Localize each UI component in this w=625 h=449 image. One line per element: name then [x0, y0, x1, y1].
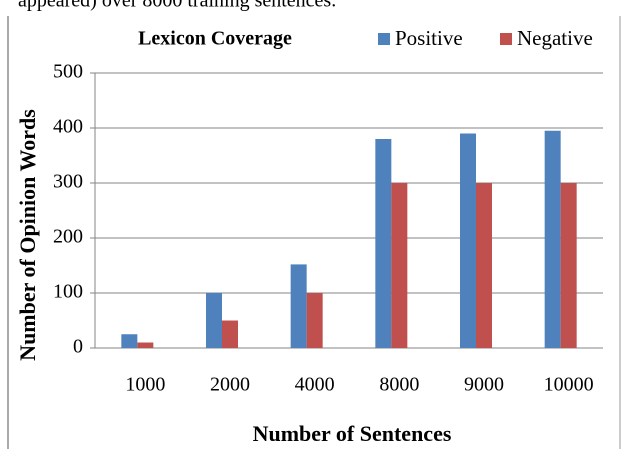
y-tick-label: 400 [53, 116, 83, 138]
caption: appeared) over 8000 training sentences. [18, 0, 336, 12]
x-tick-label: 8000 [379, 374, 419, 396]
bar [560, 183, 577, 348]
bar [222, 320, 238, 348]
y-tick-label: 100 [53, 281, 83, 303]
x-tick-label: 1000 [125, 374, 165, 396]
x-tick-label: 9000 [464, 374, 504, 396]
x-tick-label: 4000 [295, 374, 335, 396]
bar [290, 264, 307, 348]
chart-title: Lexicon Coverage [138, 28, 292, 50]
bar [460, 133, 476, 348]
y-tick-label: 500 [53, 61, 83, 83]
y-axis-label: Number of Opinion Words [15, 109, 40, 361]
bar [476, 183, 492, 348]
legend-label: Negative [517, 26, 593, 50]
legend-label: Positive [395, 26, 463, 50]
bar [306, 293, 323, 348]
legend-swatch [500, 33, 512, 45]
bar [121, 334, 138, 348]
x-tick-label: 2000 [210, 374, 250, 396]
bar [544, 130, 561, 348]
y-tick-label: 0 [73, 336, 83, 358]
bar [137, 342, 154, 348]
bar [391, 183, 408, 348]
y-tick-label: 200 [53, 226, 83, 248]
y-tick-label: 300 [53, 171, 83, 193]
x-axis-label: Number of Sentences [253, 421, 452, 446]
x-tick-label: 10000 [544, 374, 594, 396]
legend-swatch [378, 33, 390, 45]
bar [206, 293, 222, 348]
bar [375, 139, 392, 348]
